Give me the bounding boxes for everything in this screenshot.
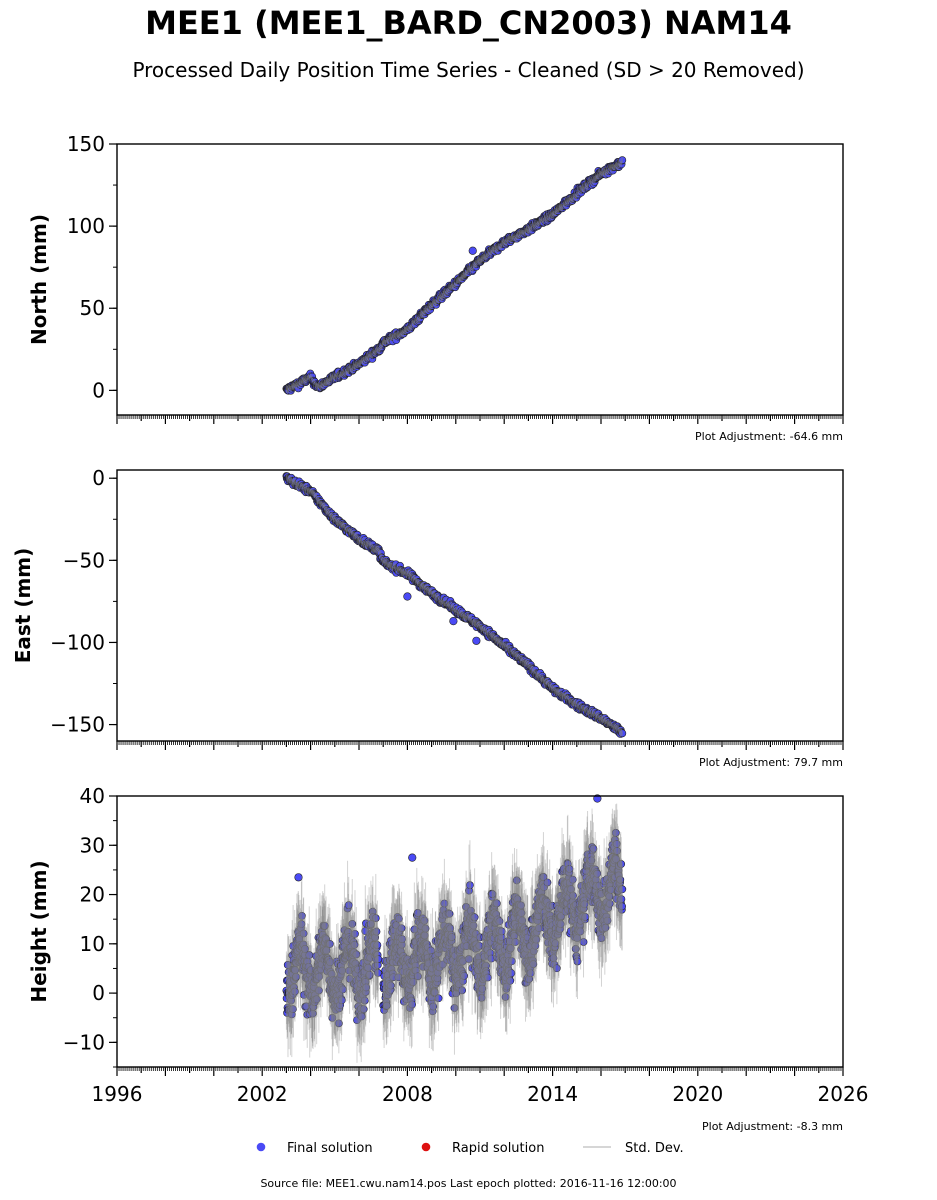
x-tick-label: 2026 [818, 1082, 869, 1106]
y-tick-label: 30 [80, 833, 105, 857]
y-tick-label: −10 [63, 1030, 105, 1054]
panel-2: Height (mm) −10 0 10 20 30 40 1996 2002 2008 2014 2… [27, 784, 868, 1133]
final-solution-point [403, 592, 412, 601]
plot-adjustment-label: Plot Adjustment: -64.6 mm [695, 430, 843, 443]
y-tick-label: −50 [63, 548, 105, 572]
final-solution-points [282, 156, 627, 395]
y-tick-label: 0 [92, 466, 105, 490]
y-axis-label: North (mm) [27, 214, 51, 345]
y-tick-label: −100 [50, 630, 105, 654]
x-tick-label: 1996 [92, 1082, 143, 1106]
y-tick-label: 100 [67, 214, 105, 238]
final-solution-point [472, 636, 481, 645]
y-tick-label: 150 [67, 132, 105, 156]
y-axis-label: East (mm) [11, 548, 35, 664]
y-tick-label: 0 [92, 981, 105, 1005]
plot-frame [116, 469, 844, 742]
y-tick-label: 50 [80, 296, 105, 320]
final-solution-point [468, 246, 477, 255]
x-tick-label: 2020 [672, 1082, 723, 1106]
y-tick-label: 20 [80, 883, 105, 907]
y-tick-label: −150 [50, 713, 105, 737]
y-tick-label: 40 [80, 784, 105, 808]
x-tick-label: 2002 [237, 1082, 288, 1106]
chart-title: MEE1 (MEE1_BARD_CN2003) NAM14 [145, 4, 792, 42]
x-tick-label: 2014 [527, 1082, 578, 1106]
y-tick-label: 0 [92, 378, 105, 402]
plot-frame [116, 143, 844, 416]
x-tick-label: 2008 [382, 1082, 433, 1106]
y-tick-label: 10 [80, 932, 105, 956]
plot-adjustment-label: Plot Adjustment: 79.7 mm [699, 756, 843, 769]
final-solution-points [282, 472, 627, 738]
final-solution-point [449, 617, 458, 626]
panel-0: North (mm) 0 50 100 150 Plot Adjustment: -64.… [27, 132, 844, 443]
panel-1: East (mm) −150 −100 −50 0 Plot Adjustment: 79… [11, 466, 844, 769]
chart-subtitle: Processed Daily Position Time Series - C… [132, 58, 805, 82]
y-axis-label: Height (mm) [27, 860, 51, 1002]
